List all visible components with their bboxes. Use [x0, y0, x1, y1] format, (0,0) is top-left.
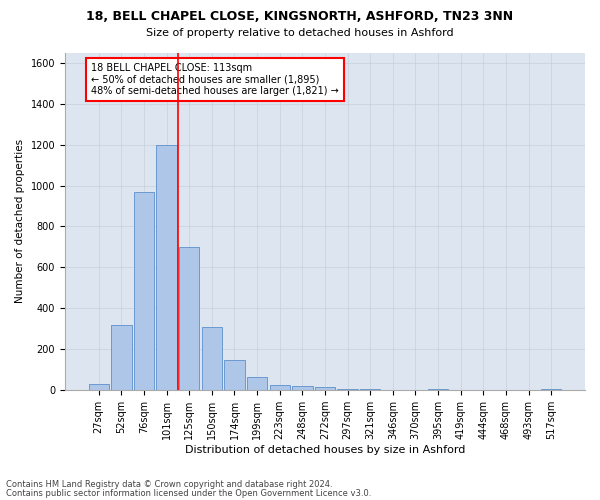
- Bar: [89, 384, 109, 390]
- Bar: [224, 360, 245, 390]
- Bar: [337, 389, 358, 390]
- Bar: [315, 387, 335, 390]
- Bar: [541, 389, 562, 390]
- Text: 18 BELL CHAPEL CLOSE: 113sqm
← 50% of detached houses are smaller (1,895)
48% of: 18 BELL CHAPEL CLOSE: 113sqm ← 50% of de…: [91, 62, 338, 96]
- Bar: [179, 247, 199, 390]
- Text: 18, BELL CHAPEL CLOSE, KINGSNORTH, ASHFORD, TN23 3NN: 18, BELL CHAPEL CLOSE, KINGSNORTH, ASHFO…: [86, 10, 514, 23]
- Bar: [247, 377, 267, 390]
- X-axis label: Distribution of detached houses by size in Ashford: Distribution of detached houses by size …: [185, 445, 465, 455]
- Bar: [202, 327, 222, 390]
- Text: Contains public sector information licensed under the Open Government Licence v3: Contains public sector information licen…: [6, 488, 371, 498]
- Text: Contains HM Land Registry data © Crown copyright and database right 2024.: Contains HM Land Registry data © Crown c…: [6, 480, 332, 489]
- Bar: [111, 324, 131, 390]
- Bar: [292, 386, 313, 390]
- Text: Size of property relative to detached houses in Ashford: Size of property relative to detached ho…: [146, 28, 454, 38]
- Bar: [134, 192, 154, 390]
- Bar: [360, 389, 380, 390]
- Bar: [157, 144, 177, 390]
- Y-axis label: Number of detached properties: Number of detached properties: [15, 140, 25, 304]
- Bar: [428, 389, 448, 390]
- Bar: [269, 385, 290, 390]
